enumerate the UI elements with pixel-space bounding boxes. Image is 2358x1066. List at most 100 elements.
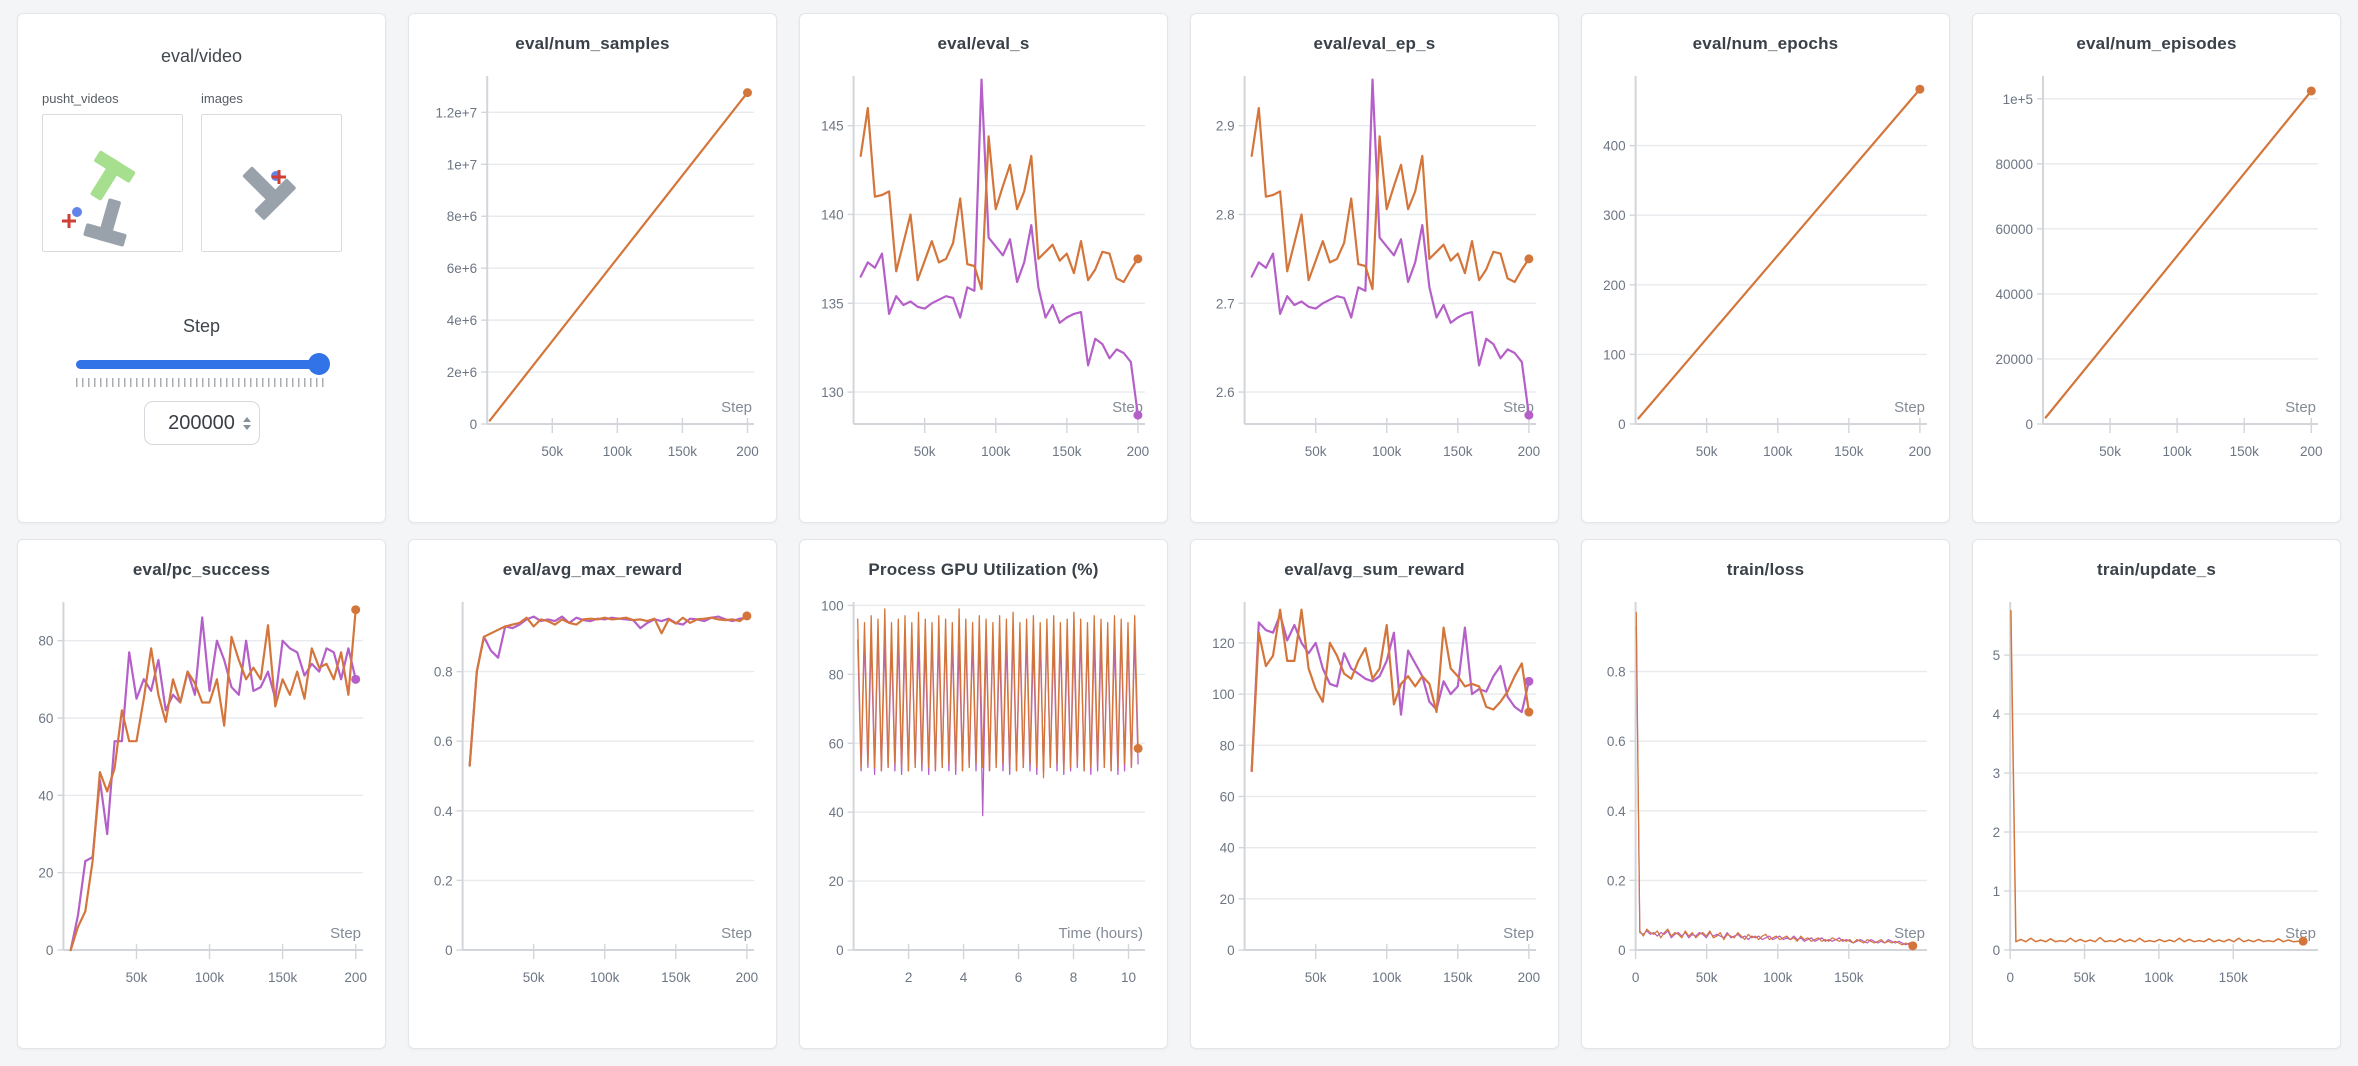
series-purple	[1250, 78, 1530, 417]
y-tick-label: 0.4	[434, 804, 453, 819]
end-dot-orange	[742, 88, 752, 98]
end-dot-orange	[1133, 743, 1143, 753]
step-up-icon[interactable]	[242, 416, 251, 422]
video-panel-title: eval/video	[160, 46, 243, 66]
series-purple	[468, 615, 748, 767]
chart-canvas[interactable]: 0 2e+6 4e+6 6e+6 8e+6 1e+7 1.2e+7 50k 100k 150k 20…	[422, 62, 763, 492]
slider-track[interactable]	[75, 360, 328, 369]
chart-canvas[interactable]: 0 20 40 60 80 100 2 4 6 8 10 Time (hours)	[813, 588, 1154, 1018]
y-tick-label: 400	[1603, 139, 1626, 154]
y-tick-label: 0	[445, 943, 453, 958]
x-tick-label: 100k	[1763, 970, 1793, 985]
y-tick-label: 1.2e+7	[436, 105, 478, 120]
slider-ruler	[75, 378, 328, 387]
step-slider[interactable]	[75, 353, 330, 375]
y-tick-label: 4e+6	[447, 313, 477, 328]
x-tick-label: 200	[736, 970, 759, 985]
y-tick-label: 1e+5	[2003, 92, 2033, 107]
gray-t-piece	[83, 198, 127, 247]
y-tick-label: 140	[821, 207, 844, 222]
media-thumbs: pusht_videos	[42, 91, 361, 252]
chart-panel: eval/num_samples 0 2e+6 4e+6 6e+6 8e+6 1e+7 1.…	[408, 13, 777, 523]
media-image-pusht-videos[interactable]	[42, 114, 183, 252]
series-orange	[1250, 608, 1530, 772]
end-dot-purple	[351, 674, 361, 684]
y-tick-label: 0.2	[434, 873, 453, 888]
y-tick-label: 20000	[1995, 352, 2033, 367]
x-tick-label: 150k	[668, 444, 698, 459]
chart-canvas[interactable]: 0 20 40 60 80 50k 100k 150k 200 Step	[31, 588, 372, 1018]
x-tick-label: 100k	[2163, 444, 2193, 459]
chart-title: train/loss	[1726, 560, 1805, 579]
y-tick-label: 300	[1603, 208, 1626, 223]
chart-canvas[interactable]: 0 100 200 300 400 50k 100k 150k 200 Step	[1595, 62, 1936, 492]
end-dot-orange	[2298, 936, 2308, 946]
y-tick-label: 0.4	[1607, 804, 1626, 819]
chart-canvas[interactable]: 0 20000 40000 60000 80000 1e+5 50k 100k 150k 200 S…	[1986, 62, 2327, 492]
chart-title: eval/avg_max_reward	[502, 560, 683, 579]
series-orange	[1250, 106, 1530, 291]
y-tick-label: 20	[38, 866, 53, 881]
x-axis-label: Step	[2285, 399, 2316, 416]
y-tick-label: 2e+6	[447, 365, 477, 380]
chart-panel: train/loss 0 0.2 0.4 0.6 0.8 0 50k 100k 150k Step	[1581, 539, 1950, 1049]
x-axis-label: Step	[721, 399, 752, 416]
x-tick-label: 50k	[2074, 970, 2096, 985]
chart-title: eval/num_epochs	[1692, 34, 1839, 53]
x-tick-label: 150k	[2219, 970, 2249, 985]
y-tick-label: 60	[38, 711, 53, 726]
end-dot-orange	[1524, 707, 1534, 717]
x-tick-label: 100k	[981, 444, 1011, 459]
y-tick-label: 200	[1603, 278, 1626, 293]
series-orange	[2010, 610, 2304, 943]
y-tick-label: 2	[1993, 825, 2001, 840]
y-tick-label: 4	[1993, 707, 2001, 722]
x-tick-label: 10	[1121, 970, 1136, 985]
chart-panel: eval/eval_s 130 135 140 145 50k 100k 150k 200 St…	[799, 13, 1168, 523]
y-tick-label: 135	[821, 296, 844, 311]
y-tick-label: 2.8	[1216, 207, 1235, 222]
x-tick-label: 50k	[541, 444, 563, 459]
chart-title: eval/pc_success	[132, 560, 271, 579]
y-tick-label: 40000	[1995, 287, 2033, 302]
x-axis-label: Step	[1894, 925, 1925, 942]
chart-panel: eval/pc_success 0 20 40 60 80 50k 100k 150k 200 S…	[17, 539, 386, 1049]
y-tick-label: 0	[1993, 943, 2001, 958]
end-dot-orange	[1915, 84, 1925, 94]
slider-thumb[interactable]	[307, 353, 330, 375]
x-tick-label: 0	[1632, 970, 1640, 985]
target-cross	[272, 170, 286, 184]
y-tick-label: 0.6	[434, 734, 453, 749]
end-dot-purple	[1524, 410, 1534, 420]
step-down-icon[interactable]	[242, 424, 251, 430]
x-tick-label: 200	[1518, 444, 1541, 459]
media-image-images[interactable]	[201, 114, 342, 252]
y-tick-label: 20	[829, 874, 844, 889]
chart-canvas[interactable]: 0 0.2 0.4 0.6 0.8 0 50k 100k 150k Step	[1595, 588, 1936, 1018]
pusht-video-frame	[62, 150, 136, 247]
series-purple	[1635, 625, 1914, 946]
y-tick-label: 1e+7	[447, 157, 477, 172]
chart-canvas[interactable]: 0 0.2 0.4 0.6 0.8 50k 100k 150k 200 Step	[422, 588, 763, 1018]
chart-title: eval/avg_sum_reward	[1284, 560, 1465, 579]
y-tick-label: 0	[46, 943, 54, 958]
chart-title: eval/num_episodes	[2076, 34, 2237, 53]
media-label-images: images	[201, 91, 243, 106]
chart-canvas[interactable]: 0 20 40 60 80 100 120 50k 100k 150k 200 Step	[1204, 588, 1545, 1018]
x-tick-label: 150k	[1443, 444, 1473, 459]
step-input[interactable]	[161, 411, 242, 435]
x-tick-label: 150k	[1052, 444, 1082, 459]
chart-canvas[interactable]: 0 1 2 3 4 5 0 50k 100k 150k Step	[1986, 588, 2327, 1018]
chart-panel: eval/eval_ep_s 2.6 2.7 2.8 2.9 50k 100k 150k 20…	[1190, 13, 1559, 523]
agent-dot	[72, 207, 82, 217]
end-dot-orange	[1908, 941, 1918, 951]
end-dot-orange	[742, 611, 752, 621]
end-dot-orange	[1133, 254, 1143, 264]
chart-panel: eval/num_episodes 0 20000 40000 60000 80000 1…	[1972, 13, 2341, 523]
step-steppers	[242, 402, 251, 444]
x-tick-label: 150k	[1834, 444, 1864, 459]
chart-title: eval/eval_ep_s	[1313, 34, 1436, 53]
series-orange	[488, 91, 749, 422]
